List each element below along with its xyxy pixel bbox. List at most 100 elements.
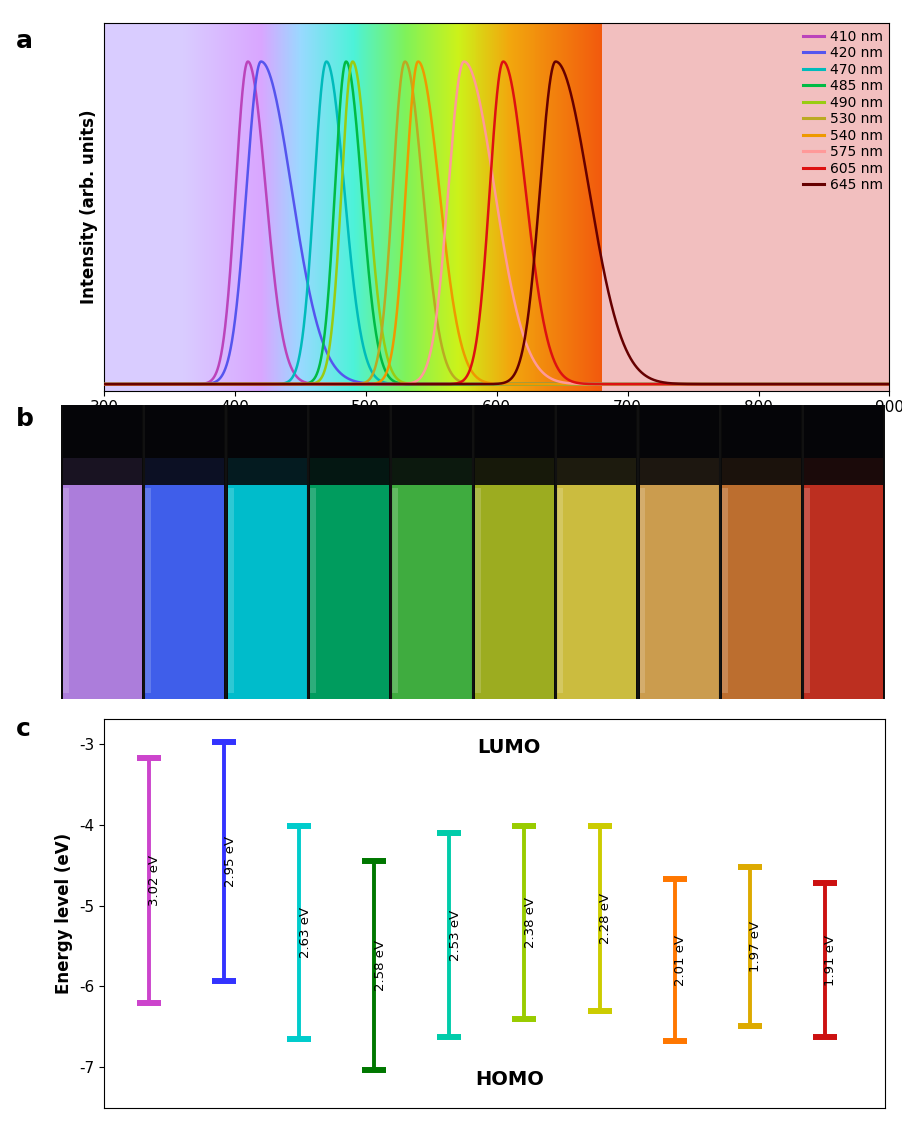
Bar	[307, 23, 308, 391]
Bar	[788, 23, 789, 391]
Bar	[241, 23, 243, 391]
Bar	[533, 23, 534, 391]
Bar	[215, 23, 216, 391]
Bar	[347, 23, 348, 391]
Bar	[880, 23, 881, 391]
Bar	[376, 23, 377, 391]
Bar	[867, 23, 868, 391]
Bar	[617, 23, 619, 391]
Bar	[328, 23, 329, 391]
Bar	[141, 23, 142, 391]
Bar	[163, 23, 165, 391]
Bar	[792, 23, 793, 391]
Bar	[697, 23, 698, 391]
Bar	[444, 23, 445, 391]
Bar	[763, 23, 764, 391]
Bar	[433, 23, 434, 391]
Bar	[690, 23, 691, 391]
Bar	[838, 23, 840, 391]
Bar	[734, 23, 735, 391]
Bar	[698, 23, 699, 391]
Bar	[299, 23, 300, 391]
Bar	[592, 23, 593, 391]
Bar	[332, 23, 333, 391]
Text: 2.38 eV: 2.38 eV	[523, 896, 537, 948]
Bar	[293, 23, 294, 391]
Bar	[762, 23, 763, 391]
Bar	[172, 23, 173, 391]
Bar	[805, 23, 806, 391]
Bar	[573, 23, 575, 391]
Bar	[185, 23, 186, 391]
Bar	[813, 23, 814, 391]
Bar	[108, 23, 110, 391]
Bar	[126, 23, 127, 391]
Bar	[113, 23, 114, 391]
Bar	[418, 23, 419, 391]
Bar	[581, 23, 582, 391]
Bar	[683, 23, 685, 391]
Bar	[718, 23, 719, 391]
Bar	[553, 23, 554, 391]
Bar	[798, 23, 799, 391]
Bar	[119, 23, 121, 391]
Bar	[739, 23, 741, 391]
Bar	[548, 23, 549, 391]
Text: c: c	[16, 717, 31, 741]
Bar	[699, 23, 700, 391]
Bar	[354, 23, 355, 391]
Bar	[283, 23, 284, 391]
Bar	[320, 23, 321, 391]
Bar	[497, 23, 498, 391]
Y-axis label: Intensity (arb. units): Intensity (arb. units)	[80, 110, 98, 304]
Bar	[277, 23, 278, 391]
Bar	[186, 23, 188, 391]
Bar	[678, 23, 679, 391]
Bar	[479, 23, 480, 391]
Bar	[535, 23, 536, 391]
Bar	[129, 23, 130, 391]
Bar	[340, 23, 342, 391]
Bar	[583, 23, 584, 391]
Bar	[259, 23, 260, 391]
Bar	[655, 23, 656, 391]
Bar	[806, 23, 807, 391]
Bar	[705, 23, 707, 391]
Bar	[823, 23, 824, 391]
Bar	[877, 23, 878, 391]
Bar	[373, 23, 375, 391]
Bar	[63, 488, 69, 693]
Bar	[833, 23, 834, 391]
Bar	[876, 23, 877, 391]
Bar	[824, 23, 825, 391]
Bar	[800, 23, 801, 391]
Bar	[311, 23, 312, 391]
Bar	[863, 23, 864, 391]
Bar	[227, 458, 307, 699]
Bar	[707, 23, 708, 391]
Bar	[229, 23, 230, 391]
Bar	[825, 23, 826, 391]
Bar	[304, 23, 305, 391]
Bar	[764, 23, 765, 391]
Bar	[139, 23, 140, 391]
Bar	[194, 23, 195, 391]
Bar	[151, 23, 152, 391]
Bar	[564, 23, 565, 391]
Bar	[545, 23, 546, 391]
Bar	[195, 23, 196, 391]
Bar	[659, 23, 660, 391]
Bar	[193, 23, 194, 391]
Bar	[624, 23, 625, 391]
Bar	[190, 23, 191, 391]
Text: 2.58 eV: 2.58 eV	[373, 940, 386, 991]
Bar	[380, 23, 381, 391]
Bar	[677, 23, 678, 391]
Bar	[835, 23, 836, 391]
Bar	[392, 23, 393, 391]
Bar	[248, 23, 249, 391]
Bar	[782, 23, 783, 391]
Bar	[539, 23, 541, 391]
Bar	[715, 23, 716, 391]
Text: 3.02 eV: 3.02 eV	[148, 855, 161, 906]
